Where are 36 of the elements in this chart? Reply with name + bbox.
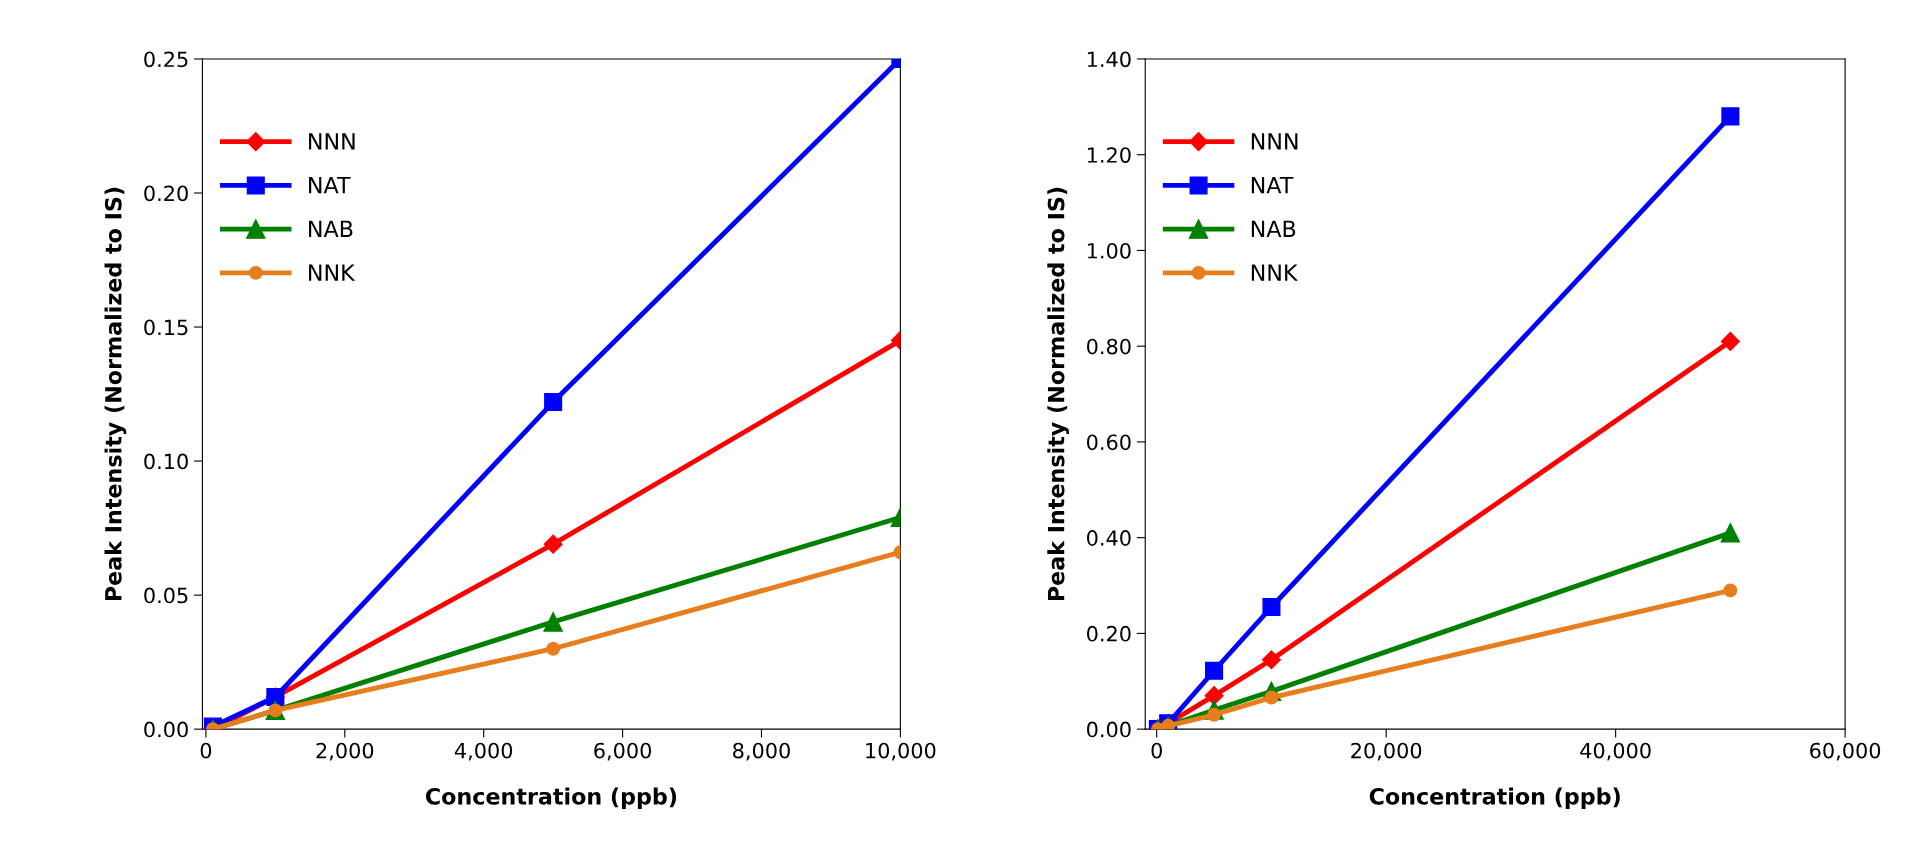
y-tick-label: 0.80	[1087, 338, 1131, 355]
legend-label: NNK	[309, 264, 356, 281]
y-tick-label: 0.25	[144, 51, 188, 68]
y-tick-label: 0.00	[144, 721, 188, 738]
x-axis-title: Concentration (ppb)	[425, 787, 677, 810]
y-tick-label: 0.60	[1087, 434, 1131, 451]
legend-label: NNN	[1251, 133, 1298, 150]
y-tick-label: 0.10	[144, 453, 188, 470]
x-tick-label: 20,000	[1351, 742, 1422, 761]
legend-label: NAB	[309, 220, 353, 237]
legend-label: NNK	[1251, 264, 1298, 281]
y-tick-label: 1.00	[1087, 242, 1131, 259]
x-tick-label: 8,000	[733, 742, 790, 761]
y-tick-label: 0.20	[144, 185, 188, 202]
y-tick-label: 0.20	[1087, 625, 1131, 642]
x-tick-label: 60,000	[1810, 742, 1881, 761]
x-tick-label: 2,000	[316, 742, 374, 761]
legend-label: NAT	[309, 176, 351, 194]
y-tick-label: 1.20	[1087, 147, 1131, 163]
legend-label: NAT	[1251, 176, 1294, 194]
x-tick-label: 40,000	[1580, 742, 1651, 761]
y-axis-title: Peak Intensity (Normalized to IS)	[104, 187, 127, 601]
x-axis-title: Concentration (ppb)	[1369, 787, 1620, 810]
legend-label: NNN	[309, 133, 355, 150]
x-tick-label: 0	[200, 742, 212, 759]
y-tick-label: 0.05	[144, 587, 188, 604]
x-tick-label: 0	[1151, 742, 1162, 759]
x-tick-label: 10,000	[866, 742, 936, 761]
legend-label: NAB	[1251, 220, 1296, 237]
x-tick-label: 4,000	[454, 742, 513, 761]
y-tick-label: 0.40	[1087, 530, 1131, 546]
y-axis-title: Peak Intensity (Normalized to IS)	[1047, 187, 1069, 601]
y-tick-label: 1.40	[1087, 51, 1131, 68]
y-tick-label: 0.15	[144, 319, 188, 336]
x-tick-label: 6,000	[594, 742, 652, 761]
y-tick-label: 0.00	[1087, 721, 1131, 738]
